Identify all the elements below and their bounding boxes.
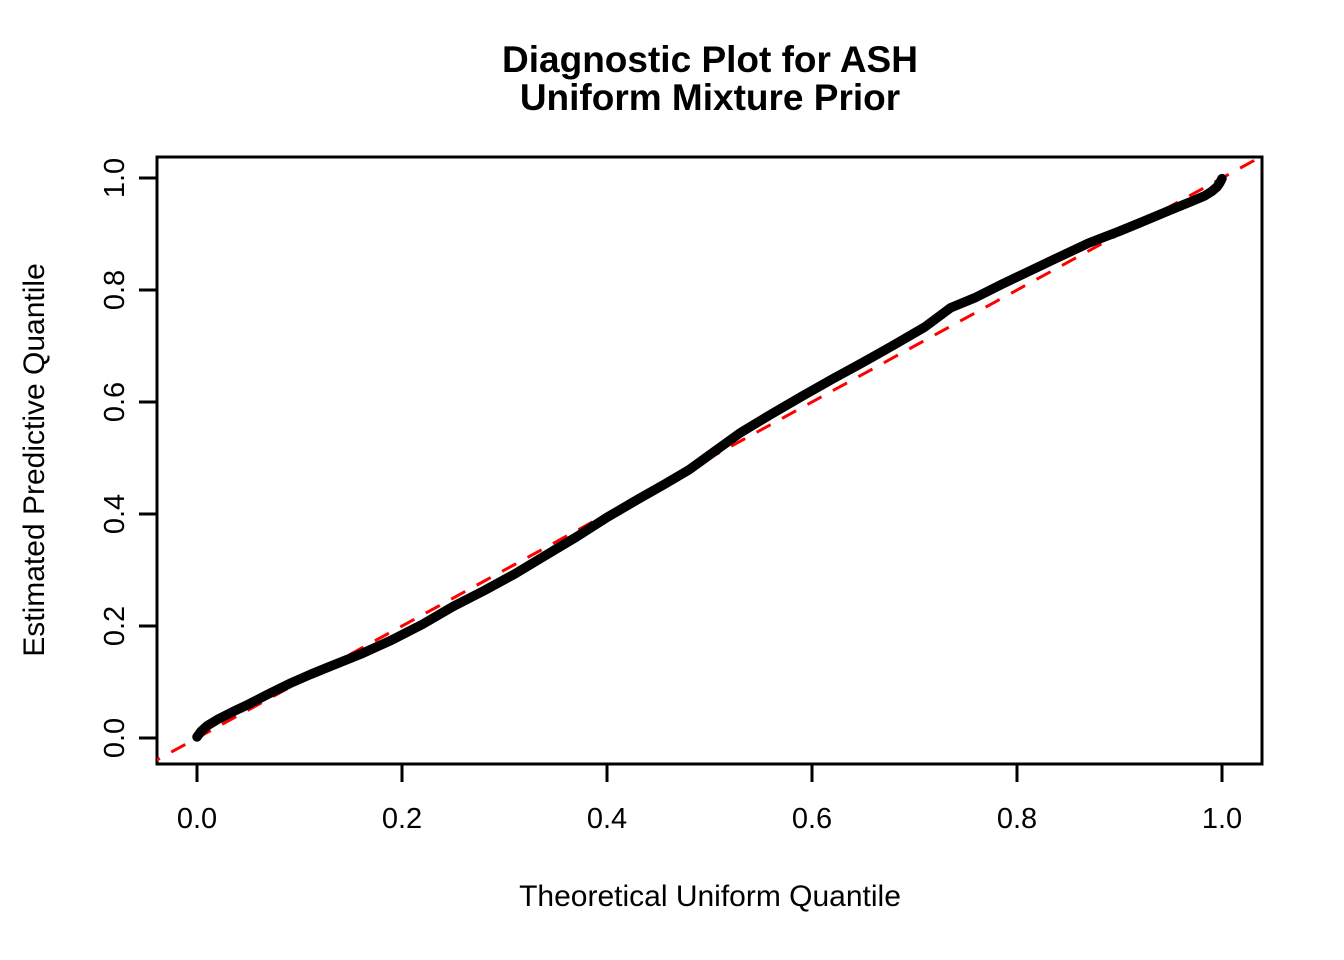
x-tick-label: 0.2 xyxy=(382,803,422,835)
x-tick-label: 0.4 xyxy=(587,803,627,835)
x-axis-title: Theoretical Uniform Quantile xyxy=(519,880,901,913)
y-tick-label: 1.0 xyxy=(99,158,131,198)
x-tick-label: 1.0 xyxy=(1202,803,1242,835)
y-tick-label: 0.2 xyxy=(99,606,131,646)
y-axis-title: Estimated Predictive Quantile xyxy=(18,263,51,657)
plot-series-layer xyxy=(157,157,1262,762)
y-tick-label: 0.4 xyxy=(99,494,131,534)
y-tick-label: 0.0 xyxy=(99,718,131,758)
plot-title-line1: Diagnostic Plot for ASH xyxy=(502,39,918,80)
plot-box xyxy=(155,155,1264,766)
y-axis: 0.0 0.2 0.4 0.6 0.8 1.0 xyxy=(99,158,157,758)
x-tick-label: 0.0 xyxy=(177,803,217,835)
y-tick-label: 0.6 xyxy=(99,382,131,422)
x-tick-label: 0.6 xyxy=(792,803,832,835)
x-tick-label: 0.8 xyxy=(997,803,1037,835)
plot-title-line2: Uniform Mixture Prior xyxy=(520,77,900,118)
estimated-predictive-quantiles xyxy=(192,173,1227,742)
x-axis: 0.0 0.2 0.4 0.6 0.8 1.0 xyxy=(177,764,1242,835)
y-tick-label: 0.8 xyxy=(99,270,131,310)
